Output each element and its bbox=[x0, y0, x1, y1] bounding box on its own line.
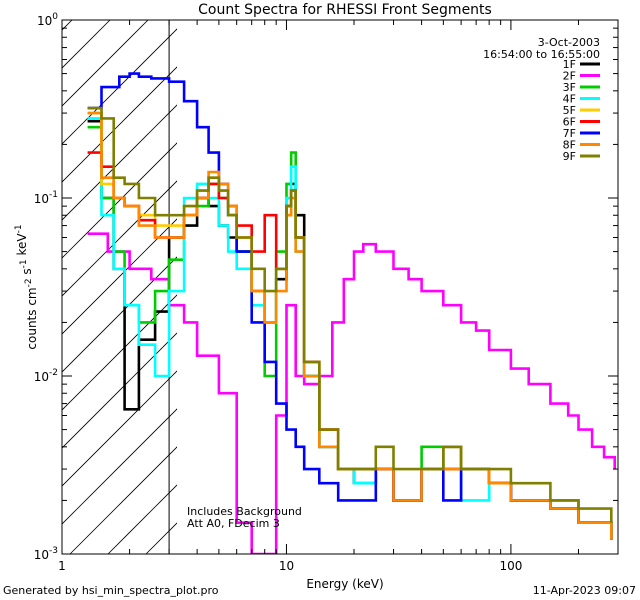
hatch-line bbox=[69, 446, 177, 554]
x-tick-label: 10 bbox=[279, 559, 294, 573]
series-line-7F bbox=[87, 72, 613, 540]
y-tick-label: 100 bbox=[37, 12, 58, 28]
x-axis-label: Energy (keV) bbox=[306, 577, 383, 591]
series-layer bbox=[87, 72, 616, 554]
legend-label-5F: 5F bbox=[563, 104, 576, 117]
legend-label-6F: 6F bbox=[563, 116, 576, 129]
time-range-label: 16:54:00 to 16:55:00 bbox=[483, 48, 600, 61]
plot-frame bbox=[61, 19, 619, 555]
legend-label-4F: 4F bbox=[563, 93, 576, 106]
legend-label-8F: 8F bbox=[563, 139, 576, 152]
y-axis-label: counts cm-2 s-1 keV-1 bbox=[14, 224, 39, 349]
date-label: 3-Oct-2003 bbox=[538, 36, 600, 49]
hatch-line bbox=[62, 370, 177, 487]
legend-label-3F: 3F bbox=[563, 81, 576, 94]
y-tick-label: 10-1 bbox=[34, 190, 58, 206]
annotation-background: Includes Background bbox=[187, 505, 302, 518]
series-line-2F bbox=[87, 232, 616, 554]
y-tick-label: 10-3 bbox=[34, 546, 58, 562]
legend-label-2F: 2F bbox=[563, 70, 576, 83]
hatch-line bbox=[62, 180, 177, 297]
hatch-line bbox=[62, 408, 177, 525]
x-tick-label: 1 bbox=[58, 559, 66, 573]
footer-generated-by: Generated by hsi_min_spectra_plot.pro bbox=[3, 584, 219, 597]
hatch-line bbox=[62, 256, 177, 373]
legend-label-7F: 7F bbox=[563, 127, 576, 140]
chart-title: Count Spectra for RHESSI Front Segments bbox=[198, 2, 492, 18]
hatch-line bbox=[62, 20, 149, 107]
legend-label-1F: 1F bbox=[563, 58, 576, 71]
axis-ticks: 1 10 100 100 10-1 10-2 10-3 bbox=[34, 12, 619, 573]
annotation-attenuator: Att A0, FDecim 3 bbox=[187, 517, 280, 530]
y-tick-label: 10-2 bbox=[34, 368, 58, 384]
hatch-line bbox=[62, 66, 177, 183]
hatch-line bbox=[62, 218, 177, 335]
series-line-9F bbox=[87, 106, 613, 523]
x-tick-label: 100 bbox=[499, 559, 522, 573]
footer-timestamp: 11-Apr-2023 09:07 bbox=[532, 584, 636, 597]
legend-label-9F: 9F bbox=[563, 150, 576, 163]
